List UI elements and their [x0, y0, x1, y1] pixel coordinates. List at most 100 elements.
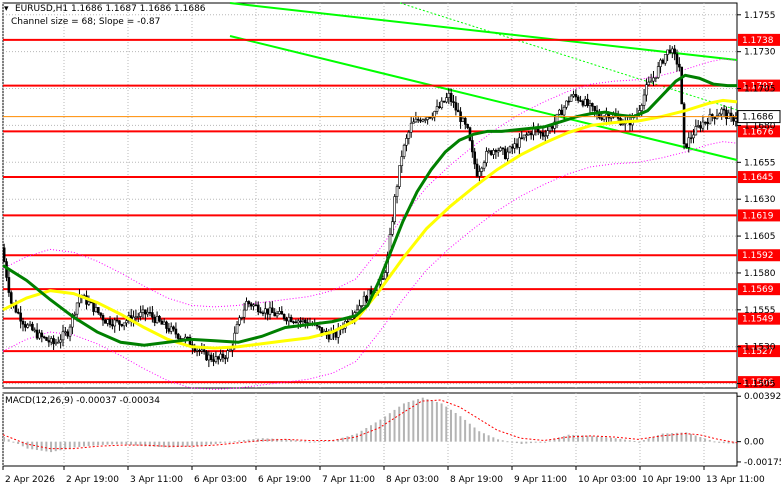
macd-bar — [332, 440, 335, 442]
candle-body — [409, 122, 413, 133]
macd-bar — [591, 435, 594, 442]
macd-bar — [271, 438, 274, 442]
candle-body — [435, 106, 439, 112]
macd-bar — [247, 439, 250, 442]
candle-body — [722, 108, 726, 111]
candle-body — [108, 319, 112, 325]
candle-body — [572, 94, 575, 97]
macd-bar — [577, 435, 580, 442]
macd-bar — [7, 439, 10, 442]
macd-bar — [661, 433, 664, 442]
candle-body — [92, 302, 95, 312]
candle-body — [360, 305, 364, 307]
macd-bar — [539, 441, 542, 443]
macd-bar — [139, 441, 142, 446]
candle-body — [148, 311, 152, 314]
macd-bar — [275, 438, 278, 442]
candle-body — [365, 295, 368, 302]
macd-bar — [26, 441, 29, 449]
candle-body — [492, 150, 495, 155]
macd-bar — [21, 441, 24, 447]
candle-body — [680, 66, 684, 105]
macd-bar — [675, 432, 678, 442]
symbol-info: EURUSD,H1 1.1686 1.1687 1.1686 1.1686 — [15, 4, 206, 14]
channel-upper-line — [229, 2, 738, 61]
candle-body — [494, 150, 498, 153]
macd-bar — [412, 400, 415, 442]
macd-label: MACD(12,26,9) -0.00037 -0.00034 — [5, 396, 161, 406]
candle-body — [416, 118, 420, 121]
macd-bar — [242, 440, 245, 442]
candle-body — [449, 93, 453, 102]
candle-body — [548, 126, 552, 132]
symbol-caret-icon[interactable]: ▾ — [4, 4, 9, 14]
candle-body — [47, 340, 51, 343]
candle-body — [569, 95, 573, 102]
macd-bar — [87, 441, 90, 447]
candle-body — [52, 338, 55, 345]
candle-body — [652, 77, 655, 82]
moving-averages — [2, 73, 738, 350]
candle-body — [656, 66, 660, 78]
time-tick-label: 2 Apr 2026 — [5, 475, 55, 485]
level-label-box — [738, 376, 780, 389]
macd-bar — [148, 441, 151, 447]
macd-bar — [233, 441, 236, 443]
candle-body — [54, 341, 58, 345]
candle-body — [489, 150, 493, 155]
candle-body — [419, 119, 422, 122]
candle-body — [304, 319, 307, 323]
macd-bar — [595, 436, 598, 442]
candle-body — [278, 311, 281, 314]
level-label-box — [738, 345, 780, 358]
level-label-box — [738, 312, 780, 325]
candle-body — [583, 98, 587, 106]
macd-bar — [134, 441, 137, 446]
candle-body — [101, 315, 105, 321]
candle-body — [600, 117, 604, 120]
macd-bar — [106, 441, 109, 445]
macd-bar — [614, 438, 617, 442]
candle-body — [134, 316, 138, 319]
candle-body — [581, 100, 585, 106]
time-tick-label: 10 Apr 03:00 — [578, 475, 637, 485]
candle-body — [264, 308, 267, 314]
macd-bar — [449, 409, 452, 442]
price-tick-label: 1.1755 — [744, 11, 776, 21]
candle-body — [125, 320, 128, 324]
candle-body — [546, 130, 549, 136]
macd-bar — [162, 441, 165, 448]
candle-body — [254, 304, 258, 307]
macd-bar — [647, 438, 650, 442]
candle-body — [33, 329, 37, 332]
candle-body — [586, 98, 589, 107]
candle-body — [689, 137, 693, 140]
candle-body — [111, 324, 114, 327]
macd-bar — [280, 439, 283, 442]
candle-body — [73, 313, 77, 316]
macd-bar — [464, 419, 467, 442]
level-label: 1.1738 — [742, 36, 774, 46]
candle-body — [734, 118, 738, 122]
macd-bar — [473, 427, 476, 442]
macd-bar — [515, 441, 518, 444]
macd-bar — [285, 439, 288, 442]
macd-bar — [713, 441, 716, 443]
ma-fast-line — [2, 73, 737, 347]
candle-body — [456, 109, 460, 113]
candle-body — [355, 309, 359, 313]
macd-bar — [115, 441, 118, 445]
envelope-upper — [2, 58, 738, 308]
macd-bar — [605, 437, 608, 442]
macd-bar — [3, 437, 5, 442]
time-tick-label: 6 Apr 19:00 — [258, 475, 311, 485]
candle-body — [19, 312, 22, 322]
macd-signal-line — [2, 399, 738, 450]
macd-bar — [384, 416, 387, 442]
price-tick-label: 1.1730 — [744, 48, 776, 58]
macd-bar — [699, 437, 702, 442]
candle-body — [501, 147, 505, 150]
macd-bar — [638, 441, 641, 443]
